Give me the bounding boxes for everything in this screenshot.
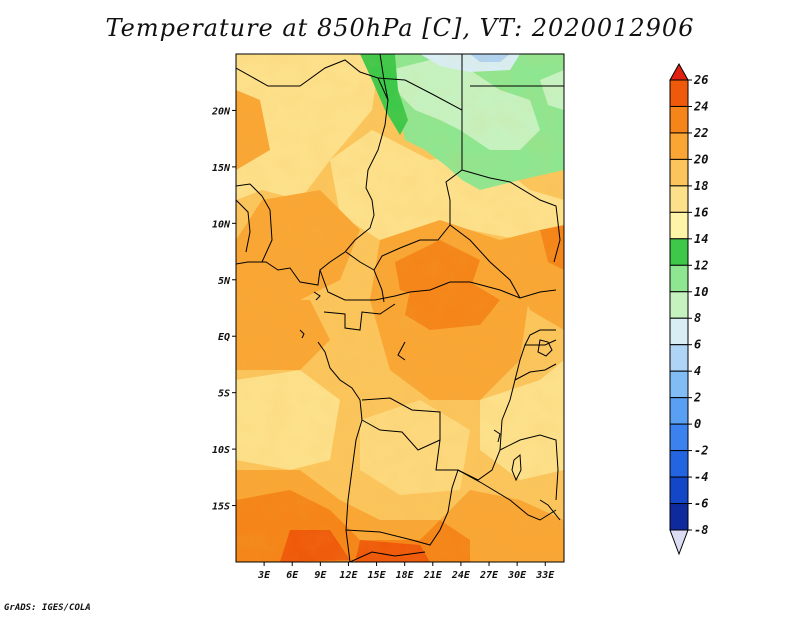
colorbar-box xyxy=(669,185,689,213)
lat-tick-label: EQ xyxy=(218,332,230,343)
lon-tick-label: 24E xyxy=(451,570,471,581)
colorbar-box xyxy=(669,317,689,346)
longitude-axis: 3E 6E 9E 12E 15E 18E 21E 24E 27E 30E 33E xyxy=(257,562,555,581)
lat-tick-label: 10S xyxy=(212,445,230,456)
colorbar-label: 2 xyxy=(693,391,701,405)
lon-tick-label: 21E xyxy=(423,570,443,581)
lon-tick-label: 9E xyxy=(314,570,327,581)
colorbar-box xyxy=(669,344,689,372)
colorbar-label: 22 xyxy=(693,126,708,140)
lat-tick-label: 15S xyxy=(212,502,230,513)
colorbar-label: 10 xyxy=(694,285,708,299)
colorbar-box xyxy=(669,158,689,187)
colorbar-box xyxy=(669,397,689,425)
colorbar-box xyxy=(669,423,689,452)
colorbar-box xyxy=(669,476,689,505)
colorbar-box xyxy=(669,79,689,107)
colorbar-label: -4 xyxy=(694,470,708,484)
colorbar-label: 18 xyxy=(694,179,708,193)
lon-tick-label: 12E xyxy=(339,570,358,581)
lon-tick-label: 3E xyxy=(257,570,271,581)
grads-credit: GrADS: IGES/COLA xyxy=(4,603,91,613)
lat-tick-label: 20N xyxy=(211,106,231,117)
colorbar-box xyxy=(669,238,689,266)
lat-tick-label: 15N xyxy=(212,163,231,174)
colorbar-label: 16 xyxy=(694,205,708,219)
lon-tick-label: 27E xyxy=(479,570,499,581)
colorbar-box xyxy=(669,503,689,531)
lon-tick-label: 33E xyxy=(535,570,555,581)
map-frame xyxy=(235,53,565,563)
temperature-field xyxy=(236,54,564,562)
lat-tick-label: 5N xyxy=(218,276,231,287)
latitude-axis: 20N 15N 10N 5N EQ 5S 10S 15S xyxy=(211,106,236,513)
lat-tick-label: 10N xyxy=(212,219,231,230)
colorbar-box xyxy=(669,132,689,160)
colorbar-label: 26 xyxy=(693,73,708,87)
lat-tick-label: 5S xyxy=(218,389,230,400)
colorbar-box xyxy=(669,264,689,293)
colorbar-label: 4 xyxy=(694,364,701,378)
country-borders xyxy=(236,54,564,562)
colorbar-box xyxy=(669,370,689,399)
map-title: Temperature at 850hPa [C], VT: 202001290… xyxy=(105,14,695,42)
colorbar-box xyxy=(669,291,689,319)
colorbar-label: -8 xyxy=(694,523,708,537)
colorbar-label: -6 xyxy=(694,497,708,511)
colorbar-below-arrow xyxy=(669,529,689,556)
colorbar-label: 0 xyxy=(694,417,701,431)
colorbar-label: 8 xyxy=(694,311,701,325)
lon-tick-label: 15E xyxy=(368,570,387,581)
colorbar-box xyxy=(669,450,689,478)
colorbar-label: 24 xyxy=(693,99,708,113)
lon-tick-label: 30E xyxy=(507,570,527,581)
colorbar-label: 6 xyxy=(694,338,701,352)
lon-tick-label: 18E xyxy=(396,570,415,581)
lon-tick-label: 6E xyxy=(286,570,299,581)
colorbar-label: 20 xyxy=(693,152,708,166)
colorbar-box xyxy=(669,211,689,240)
colorbar-label: 12 xyxy=(694,258,708,272)
colorbar-above-arrow xyxy=(669,62,689,81)
colorbar-label: 14 xyxy=(694,232,708,246)
colorbar-label: -2 xyxy=(694,444,708,458)
colorbar-box xyxy=(669,105,689,134)
